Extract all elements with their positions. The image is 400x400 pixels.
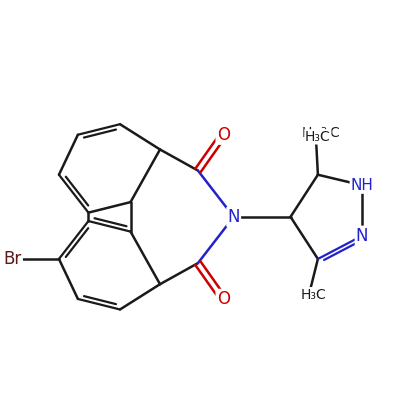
Text: N: N	[356, 227, 368, 245]
Text: O: O	[217, 126, 230, 144]
Text: H₃C: H₃C	[301, 288, 326, 302]
Text: 3: 3	[320, 127, 326, 137]
Text: C: C	[329, 126, 339, 140]
Text: Br: Br	[4, 250, 22, 268]
Text: H₃C: H₃C	[305, 130, 331, 144]
Text: H: H	[301, 126, 312, 140]
Text: N: N	[228, 208, 240, 226]
Text: NH: NH	[351, 178, 374, 193]
Text: O: O	[217, 290, 230, 308]
